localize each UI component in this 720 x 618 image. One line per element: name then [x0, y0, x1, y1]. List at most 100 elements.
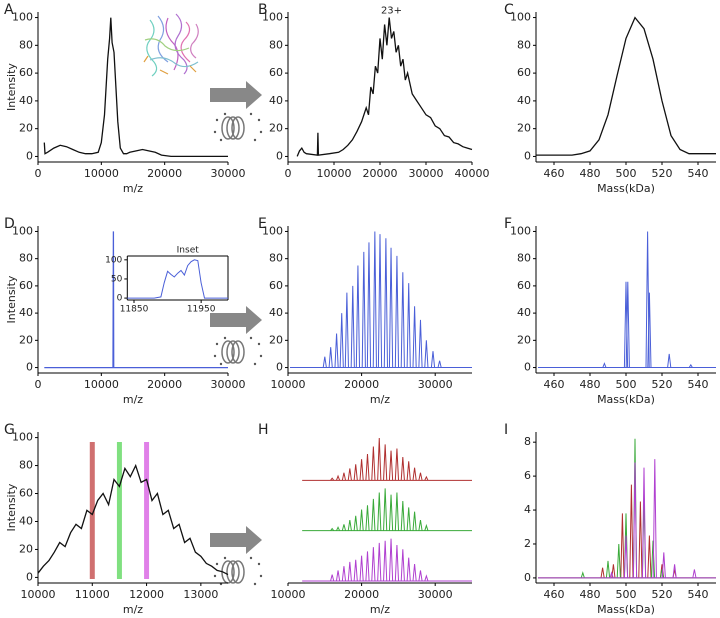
peak	[652, 459, 657, 578]
peak	[347, 520, 352, 531]
peak	[418, 319, 423, 368]
peak	[430, 351, 436, 368]
y-tick-label: 80	[19, 38, 33, 51]
y-tick-label: 100	[262, 11, 283, 24]
y-tick-label: 80	[517, 252, 531, 265]
coil	[226, 340, 240, 364]
peak	[692, 569, 697, 579]
peak	[377, 234, 383, 368]
x-tick-label: 30000	[211, 378, 246, 391]
peak	[335, 474, 341, 481]
y-tick-label: 20	[19, 333, 33, 346]
peak	[611, 564, 616, 578]
spectrum-line	[37, 463, 229, 576]
x-tick-label: 20000	[147, 167, 182, 180]
peak	[377, 542, 382, 582]
x-axis-label: m/z	[370, 603, 390, 616]
y-tick-label: 80	[269, 38, 283, 51]
peak	[383, 488, 388, 531]
arrows	[210, 81, 263, 586]
x-tick-label: 460	[544, 167, 565, 180]
protein-structure	[143, 13, 199, 77]
peak	[359, 509, 364, 531]
electron	[213, 130, 217, 134]
peak	[688, 363, 693, 368]
electron	[253, 138, 257, 142]
peak	[341, 472, 347, 481]
peak	[365, 505, 370, 531]
peak	[412, 511, 417, 531]
coil	[231, 340, 245, 364]
x-tick-label: 480	[580, 378, 601, 391]
y-tick-label: 100	[262, 224, 283, 237]
x-tick-label: 460	[544, 378, 565, 391]
peak	[638, 501, 643, 578]
x-tick-label: 540	[688, 167, 709, 180]
peak	[344, 292, 349, 368]
y-tick-label: 50	[111, 274, 123, 284]
y-axis-label: Intensity	[5, 483, 18, 531]
peak	[371, 498, 376, 531]
electron	[257, 342, 261, 346]
peak	[647, 292, 652, 368]
arrow	[210, 306, 262, 334]
peak	[647, 535, 652, 578]
x-tick-label: 520	[652, 167, 673, 180]
peak	[609, 571, 614, 579]
x-tick-label: 11850	[120, 305, 149, 315]
electron	[259, 354, 263, 358]
y-tick-label: 40	[19, 306, 33, 319]
y-tick-label: 0	[26, 570, 33, 583]
peak	[365, 551, 370, 582]
spectrum-line	[44, 231, 228, 369]
peak	[412, 467, 417, 481]
y-tick-label: 0	[524, 571, 531, 584]
peak	[672, 564, 677, 578]
peak	[372, 231, 377, 368]
x-tick-label: 460	[544, 588, 565, 601]
x-tick-label: 11000	[75, 588, 110, 601]
y-tick-label: 20	[517, 333, 531, 346]
x-tick-label: 520	[652, 588, 673, 601]
electron	[215, 562, 219, 566]
x-tick-label: 40000	[455, 167, 490, 180]
x-tick-label: 10000	[271, 378, 306, 391]
peak	[371, 446, 376, 481]
x-tick-label: 540	[688, 588, 709, 601]
y-tick-label: 60	[269, 279, 283, 292]
panel-label: D	[4, 216, 15, 232]
y-tick-label: 100	[510, 11, 531, 24]
x-tick-label: 500	[616, 167, 637, 180]
electron	[223, 336, 227, 340]
coil	[221, 340, 235, 364]
y-tick-label: 20	[269, 333, 283, 346]
y-tick-label: 100	[12, 431, 33, 444]
peak	[359, 555, 364, 582]
x-tick-label: 10000	[84, 167, 119, 180]
panel-label: F	[504, 216, 512, 232]
y-tick-label: 40	[19, 514, 33, 527]
y-tick-label: 0	[117, 294, 123, 304]
peak	[632, 462, 638, 578]
x-axis-label: m/z	[370, 393, 390, 406]
y-tick-label: 60	[19, 279, 33, 292]
x-tick-label: 30000	[418, 588, 453, 601]
y-tick-label: 6	[524, 469, 531, 482]
x-tick-label: 11950	[187, 305, 216, 315]
y-tick-label: 40	[269, 94, 283, 107]
x-axis-label: m/z	[123, 182, 143, 195]
y-tick-label: 20	[19, 122, 33, 135]
y-tick-label: 80	[19, 252, 33, 265]
peak	[366, 242, 372, 368]
x-tick-label: 20000	[344, 378, 379, 391]
annotation: 23+	[381, 6, 402, 17]
peak	[406, 557, 411, 582]
peak	[383, 540, 388, 582]
y-tick-label: 20	[517, 122, 531, 135]
peak	[365, 454, 370, 481]
peak	[359, 459, 364, 481]
peak	[383, 444, 388, 481]
peak	[602, 362, 607, 368]
electron	[213, 354, 217, 358]
electron	[257, 562, 261, 566]
